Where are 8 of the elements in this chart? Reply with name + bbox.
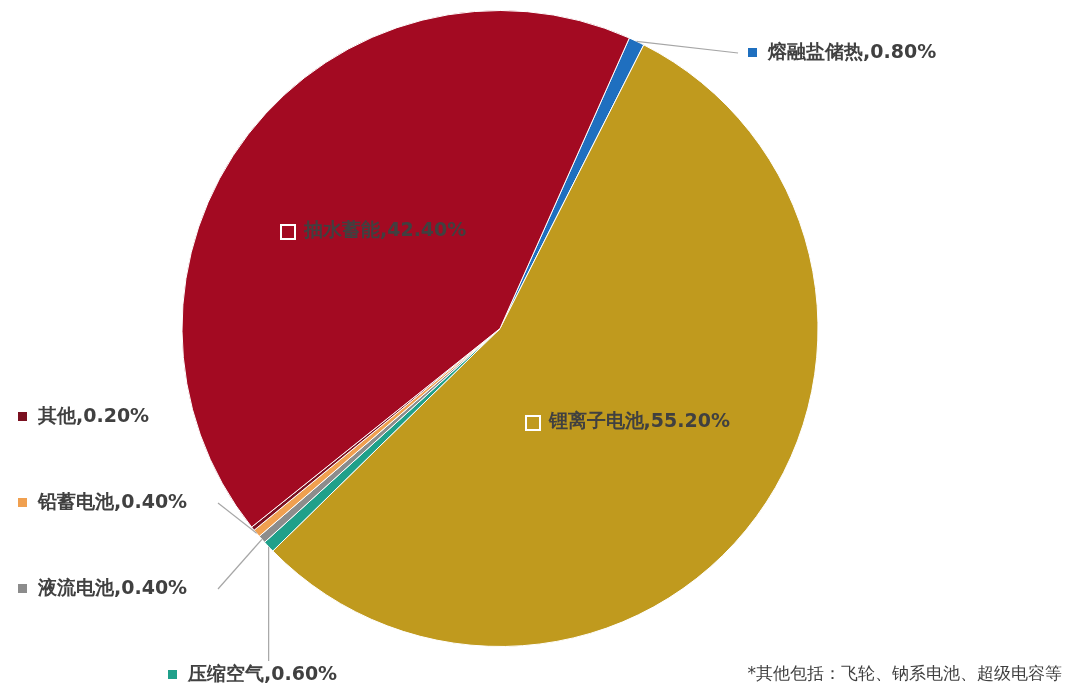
slice-label: 锂离子电池,55.20% — [547, 409, 730, 432]
slice-label: 抽水蓄能,42.40% — [302, 218, 467, 241]
legend-label: 其他,0.20% — [37, 403, 150, 426]
legend-label: 液流电池,0.40% — [37, 575, 188, 598]
legend-label: 压缩空气,0.60% — [187, 661, 338, 684]
legend-label: 熔融盐储热,0.80% — [767, 39, 937, 62]
legend-label: 铅蓄电池,0.40% — [37, 489, 188, 512]
text: *其他包括：飞轮、钠系电池、超级电容等 — [747, 663, 1062, 684]
